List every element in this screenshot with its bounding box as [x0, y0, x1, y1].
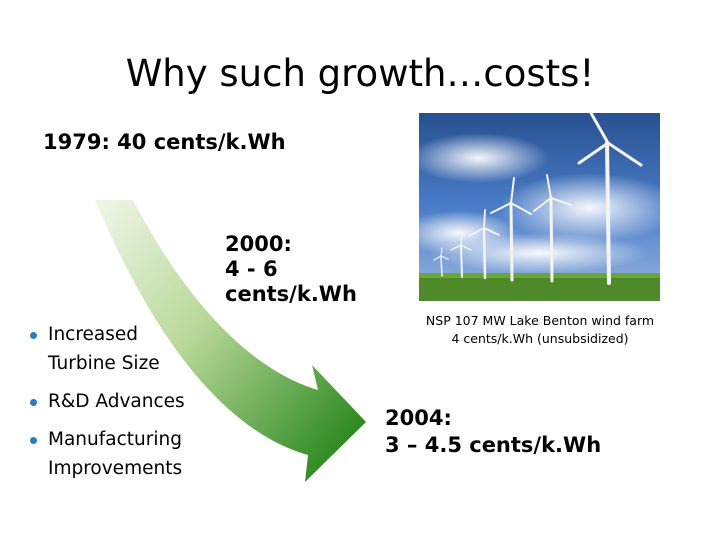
bullet-item: Manufacturing Improvements: [28, 425, 228, 483]
bullet-text-line: Increased: [48, 324, 139, 345]
photo-caption-line: 4 cents/k.Wh (unsubsidized): [451, 331, 629, 346]
bullet-text-line: Manufacturing: [48, 429, 182, 450]
wind-farm-photo: [419, 113, 660, 301]
slide-title: Why such growth…costs!: [125, 52, 595, 95]
bullet-dot-icon: [30, 332, 37, 339]
bullet-dot-icon: [30, 437, 37, 444]
price-2004-line: 3 – 4.5 cents/k.Wh: [385, 433, 602, 457]
price-2000-label: 2000: 4 - 6 cents/k.Wh: [225, 232, 357, 307]
bullet-dot-icon: [30, 399, 37, 406]
bullet-item: R&D Advances: [28, 387, 228, 416]
bullet-text-line: Improvements: [48, 458, 183, 479]
price-2000-line: 2000:: [225, 232, 292, 256]
bullet-list: Increased Turbine Size R&D Advances Manu…: [28, 320, 228, 492]
price-2004-label: 2004: 3 – 4.5 cents/k.Wh: [385, 405, 601, 459]
bullet-item: Increased Turbine Size: [28, 320, 228, 378]
photo-caption: NSP 107 MW Lake Benton wind farm 4 cents…: [400, 312, 680, 348]
bullet-text-line: Turbine Size: [48, 353, 160, 374]
photo-caption-line: NSP 107 MW Lake Benton wind farm: [425, 313, 655, 328]
bullet-text-line: R&D Advances: [48, 391, 185, 412]
price-2000-line: 4 - 6: [225, 257, 278, 281]
price-2000-line: cents/k.Wh: [225, 282, 357, 306]
price-1979-label: 1979: 40 cents/k.Wh: [43, 130, 286, 154]
price-2004-line: 2004:: [385, 406, 452, 430]
